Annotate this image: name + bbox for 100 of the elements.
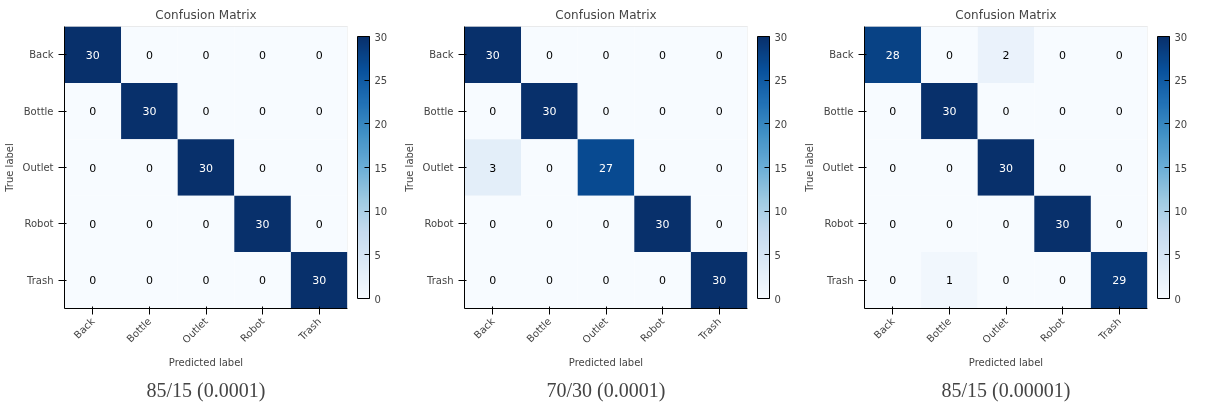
y-tick-label: Trash [426, 274, 454, 286]
data-label: 0 [1059, 48, 1067, 62]
color-bar-label: 25 [1174, 75, 1188, 87]
data-label: 0 [715, 217, 723, 231]
data-label: 0 [315, 105, 323, 119]
data-label: 30 [542, 105, 557, 119]
data-label: 0 [889, 105, 897, 119]
y-tick-label: Outlet [422, 162, 454, 173]
data-label: 0 [259, 48, 267, 62]
chart-title: Confusion Matrix [555, 7, 657, 22]
x-axis-title: Predicted label [968, 357, 1044, 369]
data-label: 0 [145, 161, 153, 175]
data-label: 1 [945, 274, 953, 288]
color-bar-label: 10 [374, 206, 388, 218]
data-label: 27 [599, 161, 613, 175]
data-label: 0 [315, 48, 323, 62]
data-label: 0 [202, 274, 210, 288]
y-tick-label: Back [29, 49, 54, 61]
color-bar-label: 30 [1174, 31, 1188, 43]
y-tick-label: Back [829, 49, 854, 61]
data-label: 0 [89, 217, 97, 231]
data-label: 0 [202, 217, 210, 231]
data-label: 0 [1115, 161, 1123, 175]
y-axis-title: True label [803, 143, 815, 193]
data-label: 0 [1059, 274, 1067, 288]
data-label: 0 [602, 274, 610, 288]
text: 70/30 (0.0001) [546, 378, 666, 402]
data-label: 0 [659, 161, 667, 175]
data-label: 30 [1055, 217, 1070, 231]
y-axis-title: True label [403, 143, 415, 193]
data-label: 0 [602, 48, 610, 62]
data-label: 0 [545, 274, 553, 288]
data-label: 0 [489, 274, 497, 288]
y-tick-label: Robot [824, 218, 854, 230]
color-bar-label: 30 [374, 31, 388, 43]
text: 85/15 (0.0001) [146, 378, 266, 402]
color-bar-label: 5 [774, 249, 781, 261]
color-bar-label: 5 [1174, 249, 1181, 261]
data-label: 0 [889, 217, 897, 231]
data-label: 30 [255, 217, 270, 231]
color-bar-label: 0 [1174, 293, 1181, 305]
y-tick-label: Trash [26, 274, 54, 286]
data-label: 0 [1059, 161, 1067, 175]
chart-title: Confusion Matrix [155, 7, 257, 22]
y-tick-label: Outlet [22, 162, 54, 173]
data-label: 0 [489, 105, 497, 119]
data-label: 0 [1115, 217, 1123, 231]
data-label: 0 [1002, 105, 1010, 119]
data-label: 0 [715, 105, 723, 119]
data-label: 0 [315, 217, 323, 231]
data-label: 30 [312, 274, 327, 288]
data-label: 0 [202, 105, 210, 119]
data-label: 0 [1115, 48, 1123, 62]
data-label: 29 [1112, 274, 1127, 288]
data-label: 0 [602, 217, 610, 231]
data-label: 0 [659, 105, 667, 119]
data-label: 0 [315, 161, 323, 175]
data-label: 30 [199, 161, 213, 175]
data-label: 0 [659, 48, 667, 62]
data-label: 0 [89, 274, 97, 288]
data-label: 0 [145, 48, 153, 62]
y-tick-label: Bottle [23, 105, 54, 117]
color-bar-label: 20 [1174, 118, 1188, 130]
color-bar-label: 25 [374, 75, 388, 87]
color-bar-label: 15 [774, 162, 788, 174]
data-label: 0 [545, 217, 553, 231]
data-label: 0 [715, 161, 723, 175]
data-label: 0 [945, 48, 953, 62]
data-label: 30 [655, 217, 670, 231]
y-axis-title: True label [3, 143, 15, 193]
data-label: 0 [889, 274, 897, 288]
data-label: 0 [545, 48, 553, 62]
data-label: 0 [545, 161, 553, 175]
color-bar-label: 20 [774, 118, 788, 130]
data-label: 0 [489, 217, 497, 231]
data-label: 0 [89, 161, 97, 175]
data-label: 0 [259, 274, 267, 288]
data-label: 0 [202, 48, 210, 62]
y-tick-label: Back [429, 49, 454, 61]
color-bar-label: 15 [374, 162, 388, 174]
color-bar-label: 10 [1174, 206, 1188, 218]
y-tick-label: Trash [826, 274, 854, 286]
y-tick-label: Bottle [823, 105, 854, 117]
data-label: 28 [885, 48, 900, 62]
data-label: 3 [489, 161, 497, 175]
color-bar-label: 0 [774, 293, 781, 305]
data-label: 0 [145, 274, 153, 288]
data-label: 0 [259, 105, 267, 119]
color-bar-label: 5 [374, 249, 381, 261]
data-label: 30 [142, 105, 157, 119]
data-label: 0 [89, 105, 97, 119]
y-tick-label: Robot [24, 218, 54, 230]
data-label: 0 [659, 274, 667, 288]
data-label: 30 [85, 48, 100, 62]
data-label: 30 [942, 105, 957, 119]
data-label: 0 [945, 161, 953, 175]
data-label: 0 [145, 217, 153, 231]
y-tick-label: Bottle [423, 105, 454, 117]
data-label: 0 [889, 161, 897, 175]
data-label: 30 [485, 48, 500, 62]
